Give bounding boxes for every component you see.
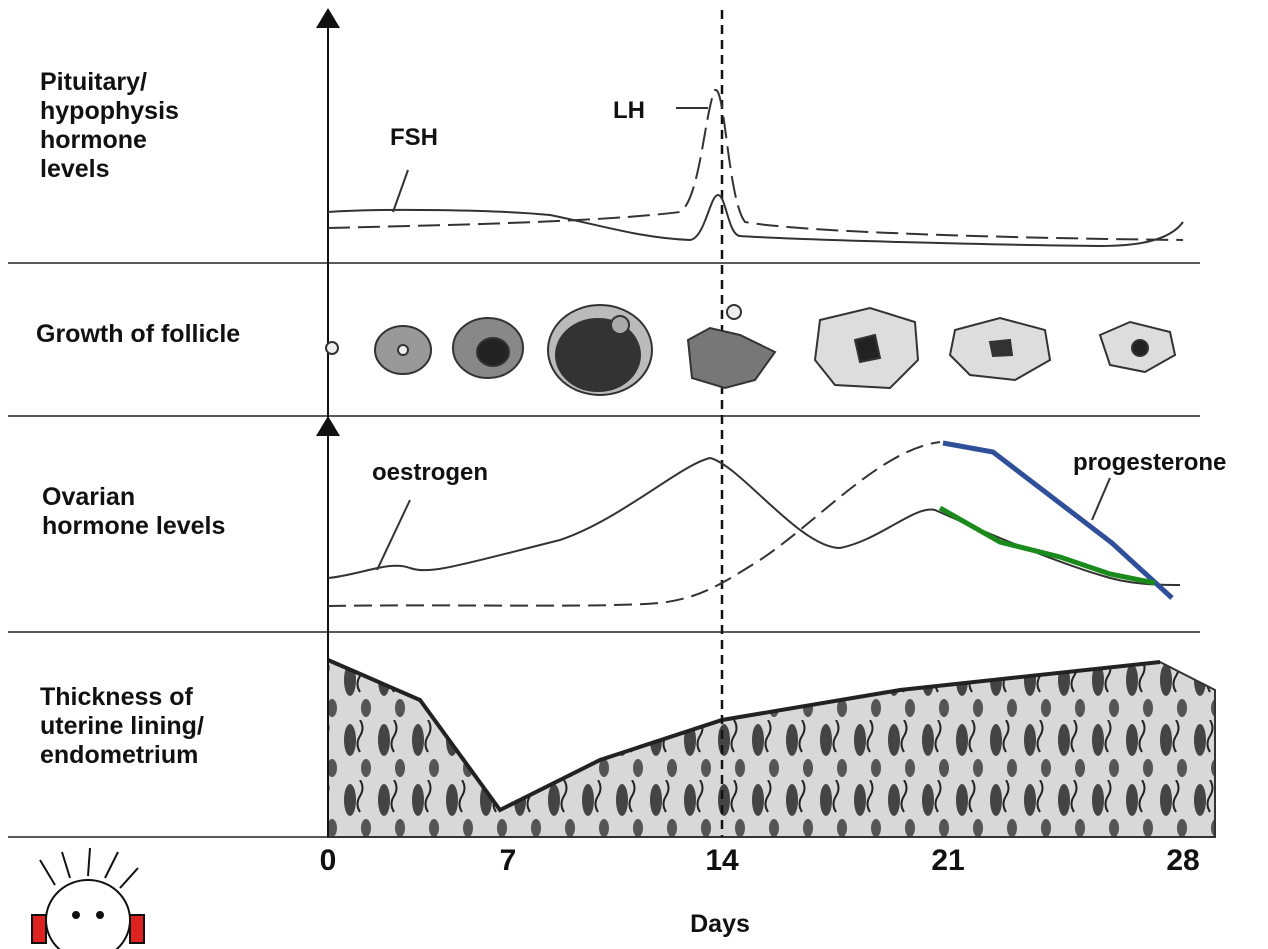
oestrogen-curve xyxy=(327,456,1181,586)
x-tick-label: 14 xyxy=(705,844,739,877)
oestrogen-decline xyxy=(938,505,1156,586)
endometrium xyxy=(327,658,1216,838)
row-label: levels xyxy=(40,155,110,183)
row-label: Growth of follicle xyxy=(36,320,240,348)
row-label: Thickness of xyxy=(40,683,193,711)
row-label: endometrium xyxy=(40,741,198,769)
progesterone-curve xyxy=(327,441,941,607)
curve-label: LH xyxy=(613,97,645,124)
row-label: hormone levels xyxy=(42,512,225,540)
progesterone-pointer xyxy=(1091,477,1111,521)
cartoon-icon xyxy=(31,847,145,949)
fsh-pointer xyxy=(392,169,409,213)
oestrogen-pointer xyxy=(376,499,411,571)
row-label: uterine lining/ xyxy=(40,712,204,740)
row-label: hypophysis xyxy=(40,97,179,125)
endometrium-surface xyxy=(327,658,1161,813)
curve-label: oestrogen xyxy=(372,459,488,486)
curve-label: progesterone xyxy=(1073,449,1226,476)
x-tick-label: 28 xyxy=(1166,844,1199,877)
row-label: Ovarian xyxy=(42,483,135,511)
x-axis-title: Days xyxy=(690,910,750,938)
x-tick-label: 7 xyxy=(500,844,517,877)
curve-label: FSH xyxy=(390,124,438,151)
x-tick-label: 21 xyxy=(931,844,964,877)
row-label: hormone xyxy=(40,126,147,154)
progesterone-decline xyxy=(942,440,1174,600)
fsh-curve xyxy=(327,193,1184,248)
y-axes xyxy=(316,8,340,837)
lh-curve xyxy=(327,88,1184,241)
x-tick-label: 0 xyxy=(320,844,337,877)
follicles xyxy=(325,304,1177,396)
row-label: Pituitary/ xyxy=(40,68,147,96)
